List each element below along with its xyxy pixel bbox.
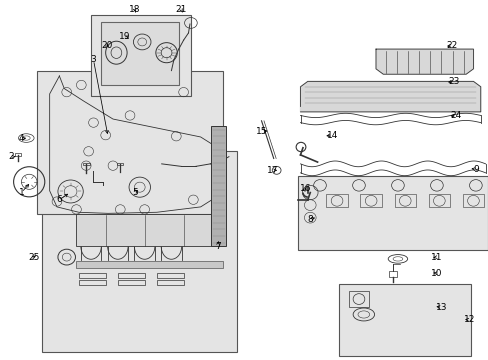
Bar [298,176,487,250]
Polygon shape [375,49,472,74]
Bar [76,261,222,268]
Bar [462,194,483,207]
Text: 11: 11 [430,253,442,262]
Bar [157,273,183,278]
Bar [38,71,222,214]
Bar [394,194,415,207]
Text: 15: 15 [255,127,267,136]
Bar [117,163,123,165]
Text: 1: 1 [19,188,24,197]
Text: 6: 6 [57,195,62,204]
Bar [157,280,183,285]
Text: 5: 5 [132,188,138,197]
Text: 19: 19 [119,32,131,41]
Bar [211,126,226,246]
Bar [118,280,144,285]
Text: 24: 24 [450,111,461,120]
Text: 22: 22 [445,41,456,50]
Text: 13: 13 [435,303,447,312]
Text: 7: 7 [214,242,220,251]
Text: 18: 18 [129,5,141,14]
Text: 23: 23 [447,77,459,86]
Bar [118,273,144,278]
Bar [42,151,237,352]
Bar [76,214,222,246]
Text: 14: 14 [326,131,337,140]
Bar [348,291,368,307]
Text: 25: 25 [28,253,39,262]
Bar [82,163,89,165]
Bar [339,284,470,356]
Bar [79,280,105,285]
Bar [325,194,347,207]
Bar [101,22,179,85]
Text: 21: 21 [175,5,186,14]
Text: 9: 9 [472,165,478,174]
Text: 17: 17 [266,166,278,175]
Bar [360,194,381,207]
Text: 2: 2 [9,152,15,161]
Text: 16: 16 [299,184,310,193]
Polygon shape [300,81,480,112]
Text: 3: 3 [90,55,96,64]
Bar [15,153,21,156]
Text: 10: 10 [430,269,442,278]
Bar [388,271,397,277]
Text: 20: 20 [101,41,113,50]
Bar [79,273,105,278]
Bar [91,15,190,96]
Text: 12: 12 [463,315,474,324]
Text: 4: 4 [19,134,24,143]
Bar [428,194,449,207]
Text: 8: 8 [307,215,312,224]
